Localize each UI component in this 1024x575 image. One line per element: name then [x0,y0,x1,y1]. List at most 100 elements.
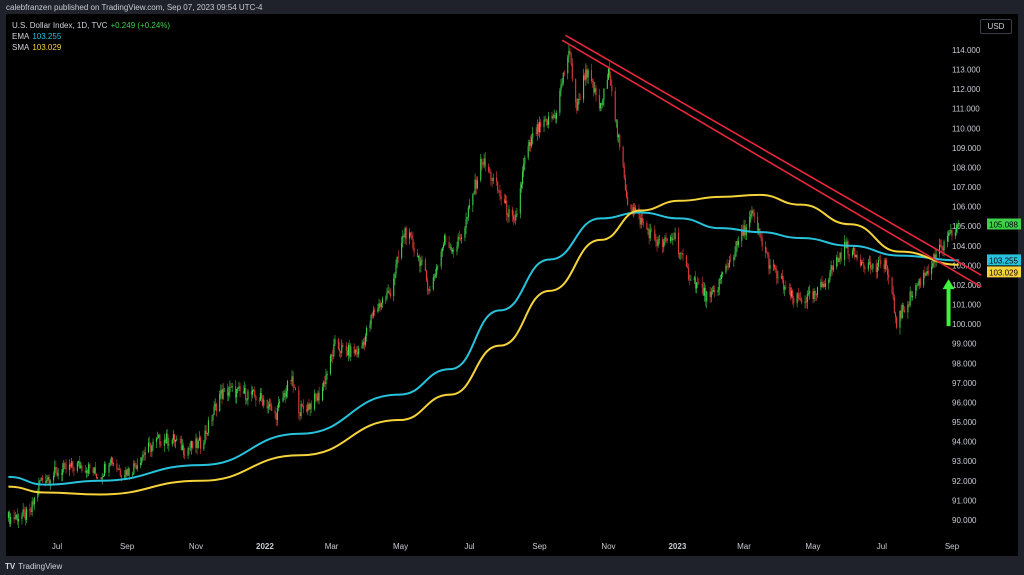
candle-body [758,228,760,231]
candle [781,269,784,284]
candle [690,275,692,281]
candle-body [868,262,871,263]
candle [671,232,673,243]
candle [433,273,435,281]
candle [941,239,943,254]
candle [173,433,176,447]
time-tick-label: Nov [189,542,203,551]
candle [648,223,650,245]
candle [366,325,368,342]
candle-body [71,461,73,467]
candle [31,497,33,517]
candle [757,212,759,235]
candle [263,395,265,409]
candle-body [590,70,593,82]
candle [623,162,625,180]
time-tick-label: Sep [120,542,135,551]
candle [646,220,648,230]
candle [497,180,499,194]
candle-body [823,283,825,287]
candle [749,210,751,233]
candle-body [377,308,379,312]
candle [377,303,379,314]
candle [954,229,956,240]
candle [363,337,365,351]
candle-body [757,216,759,231]
candle-body [685,255,687,267]
candle-body [689,279,691,281]
candle-body [468,205,470,208]
candle-body [611,85,613,91]
candle-body [598,95,600,109]
candle-body [798,298,800,299]
candle [299,411,301,421]
candle-body [393,278,395,297]
candle [672,233,674,246]
candle-body [775,268,777,270]
currency-button[interactable]: USD [980,19,1012,34]
candle [411,230,413,241]
candle [703,282,706,302]
candle-body [592,81,594,82]
candle [720,271,722,284]
candle-body [553,115,555,117]
candle [419,253,421,273]
candle-body [458,236,460,239]
candle [670,234,672,244]
candle [369,320,371,332]
candle [607,66,609,80]
candle-body [489,171,491,173]
candle [30,506,32,515]
candle-body [40,478,42,480]
candle-body [171,439,173,445]
candle [893,294,895,314]
candle [362,338,364,349]
candle-body [829,272,831,280]
candle [166,429,168,445]
candle-body [761,237,763,247]
candle [176,435,178,442]
candle [331,353,333,362]
candle-body [623,166,625,179]
chart-panel[interactable] [6,14,1018,556]
candle-body [239,386,241,392]
candle-body [830,265,832,273]
candle-body [342,345,344,347]
candle-body [294,387,296,391]
candle [333,338,335,360]
candle-body [284,393,286,397]
candle-body [207,420,209,433]
candle [220,384,222,400]
candle-body [856,254,858,260]
candle [798,292,800,301]
candle-body [618,135,620,138]
candle-body [694,277,696,289]
candle [306,404,308,413]
candle [480,154,482,183]
candle-body [448,241,450,248]
candle [175,439,177,449]
candle-body [946,235,948,242]
candle-body [780,276,782,278]
candle-body [167,433,169,446]
candle [887,264,889,281]
candle [883,257,885,274]
candle [101,472,103,485]
sma-line [8,193,959,496]
candle-body [474,179,476,194]
candle [172,429,174,444]
candle-body [155,438,157,442]
candle-body [543,119,545,128]
candle [528,139,530,152]
candle [761,231,763,252]
candle [799,291,802,302]
price-tick-label: 113.000 [952,66,981,75]
candle-body [245,387,247,401]
candle-body [568,50,570,58]
candle [238,381,240,391]
candle-body [551,116,553,119]
candle-body [799,298,802,300]
candle [584,72,586,81]
candle-body [563,73,565,74]
